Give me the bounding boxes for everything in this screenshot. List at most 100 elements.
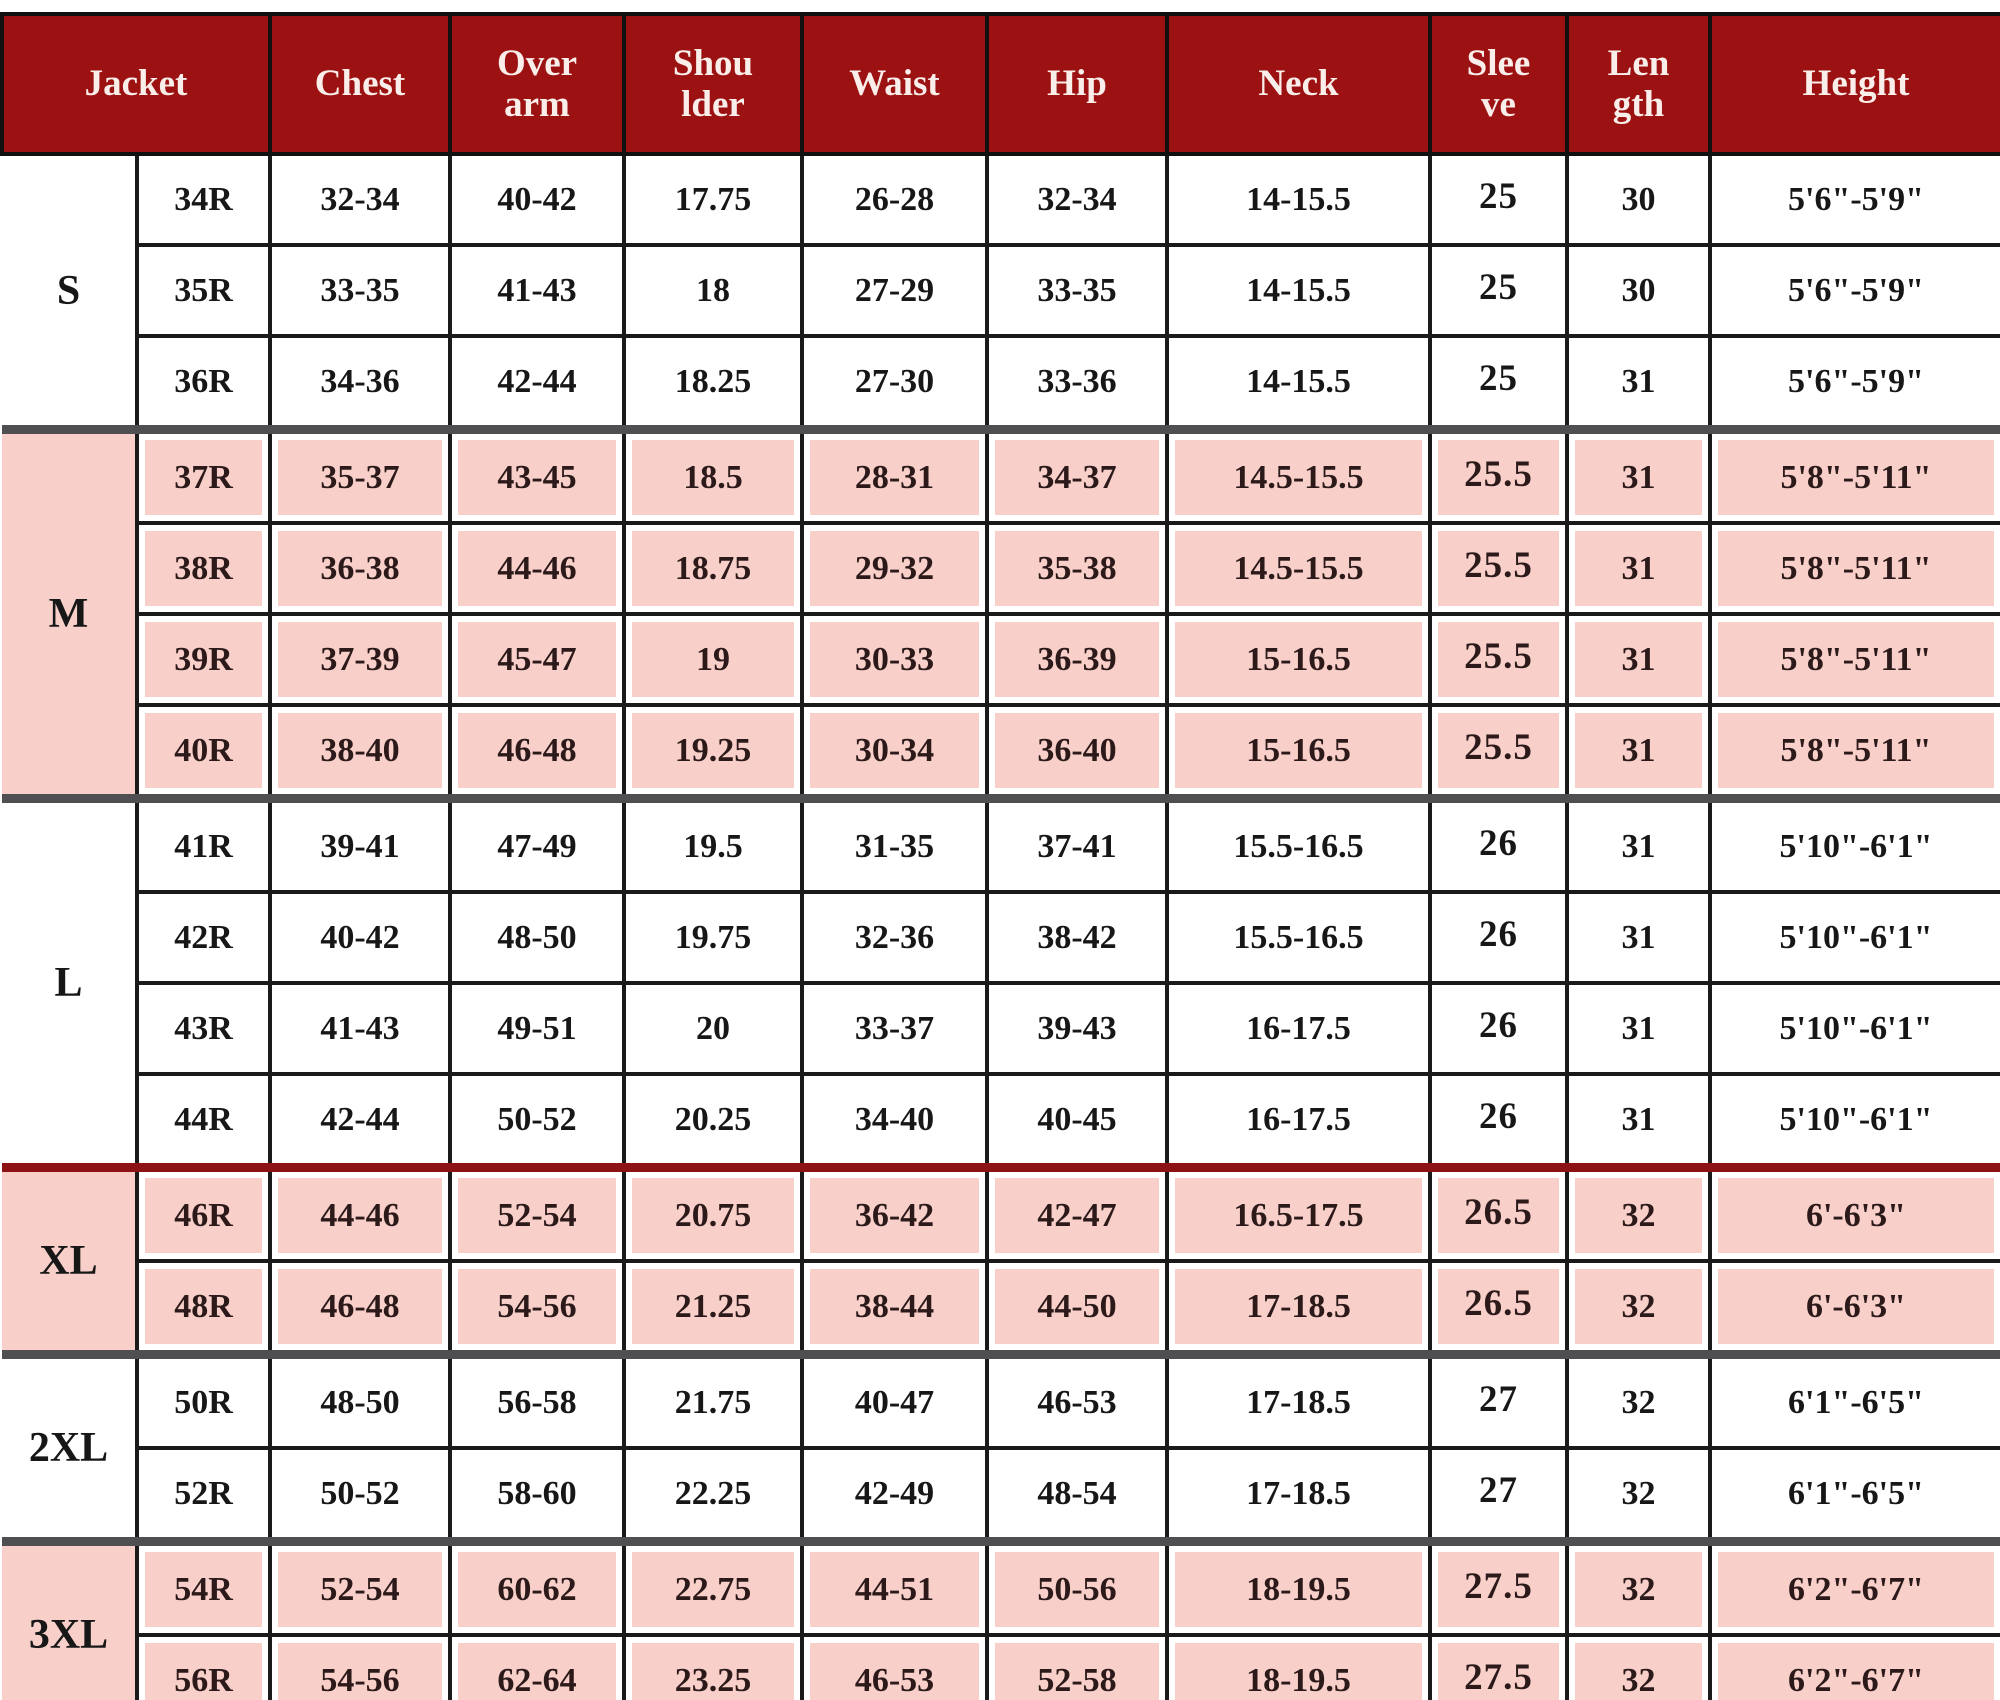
cell-value: 30-34: [810, 713, 979, 788]
cell-hip: 50-56: [985, 1537, 1169, 1637]
column-header-length: Len gth: [1565, 12, 1712, 156]
size-chart-table: Jacket Chest Over arm Shou lder Waist Hip …: [0, 12, 2000, 1700]
cell-value: 19.5: [683, 827, 743, 865]
cell-overarm: 54-56: [448, 1259, 626, 1357]
cell-waist: 29-32: [800, 521, 989, 616]
cell-height: 5'10"-6'1": [1708, 890, 2000, 985]
cell-overarm: 50-52: [448, 1072, 626, 1170]
cell-value: 6'1"-6'5": [1788, 1383, 1924, 1421]
cell-length: 32: [1565, 1350, 1712, 1450]
cell-value: 47-49: [497, 827, 577, 865]
cell-value: 17-18.5: [1175, 1269, 1422, 1344]
cell-value: 37-39: [278, 622, 442, 697]
header-row: Jacket Chest Over arm Shou lder Waist Hip …: [0, 12, 2000, 156]
cell-neck: 15.5-16.5: [1165, 794, 1432, 894]
cell-height: 6'2"-6'7": [1708, 1633, 2000, 1700]
cell-value: 27-30: [854, 362, 935, 400]
cell-value: 38-44: [810, 1269, 979, 1344]
cell-shoulder: 20.25: [622, 1072, 804, 1170]
header-label: Slee: [1466, 42, 1531, 84]
cell-value: 5'8"-5'11": [1718, 713, 1994, 788]
cell-waist: 31-35: [800, 794, 989, 894]
cell-overarm: 47-49: [448, 794, 626, 894]
cell-value: 21.75: [674, 1383, 752, 1421]
cell-jacket: 52R: [135, 1446, 272, 1544]
cell-value: 35-37: [278, 440, 442, 515]
cell-chest: 32-34: [268, 152, 452, 247]
cell-length: 31: [1565, 890, 1712, 985]
cell-chest: 39-41: [268, 794, 452, 894]
cell-value: 40-42: [497, 180, 577, 218]
cell-neck: 14.5-15.5: [1165, 521, 1432, 616]
table-row: S 34R 32-34 40-42 17.75 26-28 32-34 14-15.5 25 30…: [2, 152, 2000, 432]
cell-value: 35R: [174, 271, 233, 309]
cell-value: 18.5: [632, 440, 794, 515]
cell-overarm: 46-48: [448, 703, 626, 801]
cell-neck: 14.5-15.5: [1165, 425, 1432, 525]
cell-value: 28-31: [810, 440, 979, 515]
cell-value: 26: [1479, 1005, 1518, 1046]
cell-value: 26: [1479, 914, 1518, 955]
cell-value: 48-50: [320, 1383, 400, 1421]
cell-jacket: 39R: [135, 612, 272, 707]
cell-value: 36-39: [995, 622, 1159, 697]
cell-value: 31: [1621, 1009, 1656, 1047]
cell-shoulder: 19.25: [622, 703, 804, 801]
cell-shoulder: 19: [622, 612, 804, 707]
cell-value: 15-16.5: [1175, 713, 1422, 788]
cell-sleeve: 25: [1428, 152, 1569, 247]
cell-value: 52-54: [458, 1178, 616, 1253]
cell-chest: 40-42: [268, 890, 452, 985]
cell-sleeve: 26: [1428, 981, 1569, 1076]
header-label: ve: [1481, 84, 1516, 125]
cell-neck: 16-17.5: [1165, 1072, 1432, 1170]
table-row: 3XL 54R 52-54 60-62 22.75 44-51 50-56 18-19.5 27…: [2, 1537, 2000, 1700]
table-row: XL 46R 44-46 52-54 20.75 36-42 42-47 16.5-17.5 2…: [2, 1163, 2000, 1357]
column-header-height: Height: [1708, 12, 2000, 156]
cell-jacket: 44R: [135, 1072, 272, 1170]
cell-jacket: 41R: [135, 794, 272, 894]
cell-value: 15-16.5: [1175, 622, 1422, 697]
cell-value: 31: [1575, 622, 1702, 697]
cell-shoulder: 22.75: [622, 1537, 804, 1637]
cell-value: 50-52: [320, 1474, 400, 1512]
cell-value: 39-43: [1037, 1009, 1117, 1047]
cell-shoulder: 18.75: [622, 521, 804, 616]
cell-overarm: 43-45: [448, 425, 626, 525]
cell-overarm: 58-60: [448, 1446, 626, 1544]
cell-value: 34-36: [320, 362, 400, 400]
cell-value: 5'10"-6'1": [1779, 1009, 1933, 1047]
cell-length: 32: [1565, 1537, 1712, 1637]
cell-value: 40-47: [854, 1383, 935, 1421]
cell-value: 46R: [145, 1178, 262, 1253]
table-row: 40R 38-40 46-48 19.25 30-34 36-40 15-16.5 25.5 3…: [2, 703, 2000, 801]
cell-overarm: 49-51: [448, 981, 626, 1076]
cell-length: 31: [1565, 425, 1712, 525]
header-label: lder: [681, 84, 745, 125]
cell-value: 41-43: [320, 1009, 400, 1047]
cell-shoulder: 20.75: [622, 1163, 804, 1263]
cell-value: 30: [1621, 271, 1656, 309]
cell-sleeve: 26: [1428, 890, 1569, 985]
cell-value: 41R: [174, 827, 233, 865]
cell-value: 5'8"-5'11": [1718, 531, 1994, 606]
cell-value: 32: [1575, 1269, 1702, 1344]
header-label: Hip: [1047, 63, 1107, 105]
cell-hip: 33-36: [985, 334, 1169, 432]
cell-value: 31: [1575, 713, 1702, 788]
cell-value: 25.5: [1438, 713, 1559, 788]
cell-length: 32: [1565, 1259, 1712, 1357]
cell-height: 6'1"-6'5": [1708, 1446, 2000, 1544]
header-label: gth: [1612, 84, 1665, 125]
cell-value: 20: [696, 1009, 730, 1047]
cell-value: 34R: [174, 180, 233, 218]
cell-value: 5'8"-5'11": [1718, 622, 1994, 697]
cell-height: 5'10"-6'1": [1708, 1072, 2000, 1170]
cell-value: 33-35: [320, 271, 400, 309]
cell-value: 62-64: [458, 1643, 616, 1700]
cell-waist: 27-30: [800, 334, 989, 432]
cell-length: 31: [1565, 703, 1712, 801]
cell-value: 31: [1621, 827, 1656, 865]
cell-value: 32-36: [854, 918, 935, 956]
